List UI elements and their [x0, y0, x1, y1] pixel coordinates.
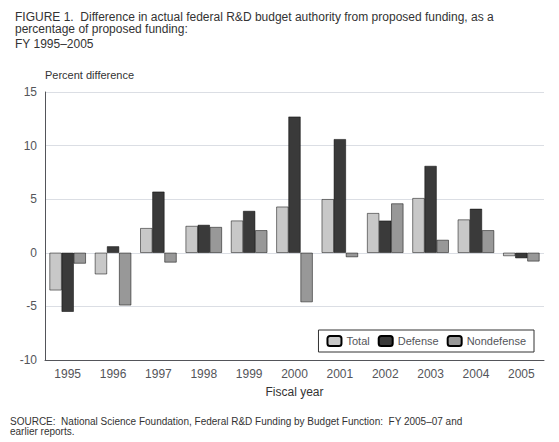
- svg-text:2001: 2001: [327, 367, 354, 381]
- svg-text:-5: -5: [26, 299, 37, 313]
- svg-text:1996: 1996: [100, 367, 127, 381]
- svg-text:1997: 1997: [145, 367, 172, 381]
- svg-text:1998: 1998: [190, 367, 217, 381]
- svg-text:Fiscal year: Fiscal year: [265, 385, 323, 399]
- svg-text:15: 15: [24, 85, 38, 99]
- svg-text:2003: 2003: [417, 367, 444, 381]
- svg-text:2000: 2000: [281, 367, 308, 381]
- svg-text:2005: 2005: [508, 367, 535, 381]
- svg-text:Defense: Defense: [398, 335, 439, 347]
- svg-text:2004: 2004: [463, 367, 490, 381]
- svg-text:1995: 1995: [54, 367, 81, 381]
- svg-text:5: 5: [30, 192, 37, 206]
- svg-text:SOURCE: National Science Foun: SOURCE: National Science Foundation, Fed…: [10, 416, 465, 427]
- svg-text:FIGURE 1. Difference in actual: FIGURE 1. Difference in actual federal R…: [15, 10, 497, 24]
- svg-text:Percent difference: Percent difference: [45, 69, 134, 81]
- svg-text:FY 1995–2005: FY 1995–2005: [15, 37, 94, 51]
- svg-text:Nondefense: Nondefense: [467, 335, 526, 347]
- svg-text:1999: 1999: [236, 367, 263, 381]
- svg-text:percentage of proposed funding: percentage of proposed funding:: [15, 22, 188, 36]
- svg-text:-10: -10: [20, 353, 38, 367]
- svg-text:earlier reports.: earlier reports.: [10, 426, 74, 437]
- svg-text:10: 10: [24, 139, 38, 153]
- svg-text:2002: 2002: [372, 367, 399, 381]
- svg-text:Total: Total: [346, 335, 369, 347]
- svg-text:0: 0: [30, 246, 37, 260]
